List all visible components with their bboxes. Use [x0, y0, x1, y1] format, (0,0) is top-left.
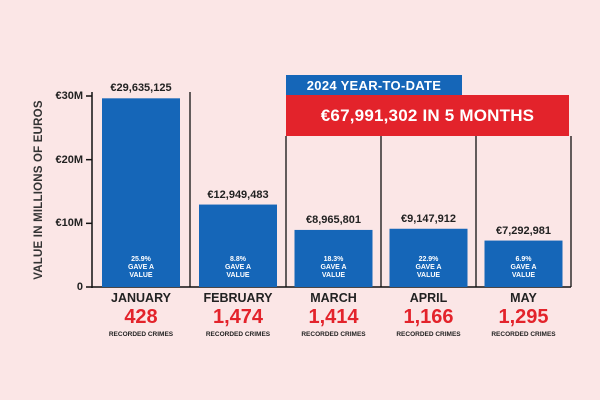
gave-value-percent: 25.9%: [131, 256, 151, 263]
y-tick-label: €10M: [55, 217, 83, 230]
x-tick-label: FEBRUARY: [203, 291, 273, 305]
bar-value-label: €12,949,483: [207, 188, 269, 201]
recorded-crimes-label: RECORDED CRIMES: [205, 331, 271, 338]
recorded-crimes-count: 1,414: [308, 306, 359, 328]
recorded-crimes-count: 1,166: [403, 306, 454, 328]
recorded-crimes-label: RECORDED CRIMES: [491, 331, 556, 338]
gave-value-text: GAVE A: [224, 264, 252, 271]
recorded-crimes-count: 428: [124, 306, 158, 328]
bar-value-label: €8,965,801: [305, 213, 362, 226]
gave-value-note: 25.9% GAVE A VALUE: [128, 256, 154, 280]
bar: [102, 98, 180, 288]
recorded-crimes-label: RECORDED CRIMES: [301, 331, 366, 338]
gave-value-note: 6.9% GAVE A VALUE: [510, 256, 536, 280]
gave-value-text: GAVE A: [510, 264, 537, 271]
ytd-total-banner: €67,991,302 IN 5 MONTHS: [286, 95, 569, 136]
gave-value-text: VALUE: [129, 272, 153, 279]
recorded-crimes-label: RECORDED CRIMES: [108, 331, 174, 338]
gave-value-percent: 6.9%: [515, 256, 532, 263]
gave-value-text: GAVE A: [320, 264, 347, 271]
bar: [294, 229, 373, 287]
x-tick-label: MARCH: [310, 291, 357, 305]
y-tick-label: 0: [76, 281, 83, 293]
recorded-crimes-count: 1,295: [498, 306, 549, 328]
gave-value-percent: 18.3%: [323, 256, 344, 263]
y-tick-label: €30M: [55, 90, 83, 102]
gave-value-note: 18.3% GAVE A VALUE: [320, 256, 346, 280]
ytd-label: 2024 YEAR-TO-DATE: [286, 75, 462, 95]
y-tick-label: €20M: [55, 153, 83, 166]
gave-value-percent: 22.9%: [418, 256, 439, 263]
gave-value-text: VALUE: [511, 272, 536, 279]
bar: [484, 240, 563, 287]
gave-value-text: GAVE A: [127, 264, 155, 271]
x-tick-label: APRIL: [409, 291, 448, 305]
recorded-crimes-label: RECORDED CRIMES: [396, 331, 461, 338]
bar: [389, 228, 468, 287]
gave-value-text: VALUE: [416, 272, 441, 279]
gave-value-text: VALUE: [321, 272, 346, 279]
gave-value-note: 8.8% GAVE A VALUE: [225, 256, 251, 280]
y-axis-title: VALUE IN MILLIONS OF EUROS: [33, 100, 45, 280]
x-tick-label: MAY: [510, 291, 537, 305]
bar: [199, 204, 277, 287]
bar-value-label: €7,292,981: [495, 224, 552, 237]
bar-value-label: €29,635,125: [110, 82, 172, 95]
gave-value-text: VALUE: [226, 272, 250, 279]
bar-value-label: €9,147,912: [400, 212, 457, 225]
gave-value-text: GAVE A: [415, 264, 442, 271]
gave-value-percent: 8.8%: [230, 256, 246, 263]
gave-value-note: 22.9% GAVE A VALUE: [415, 256, 441, 280]
recorded-crimes-count: 1,474: [212, 306, 264, 328]
x-tick-label: JANUARY: [111, 291, 171, 305]
